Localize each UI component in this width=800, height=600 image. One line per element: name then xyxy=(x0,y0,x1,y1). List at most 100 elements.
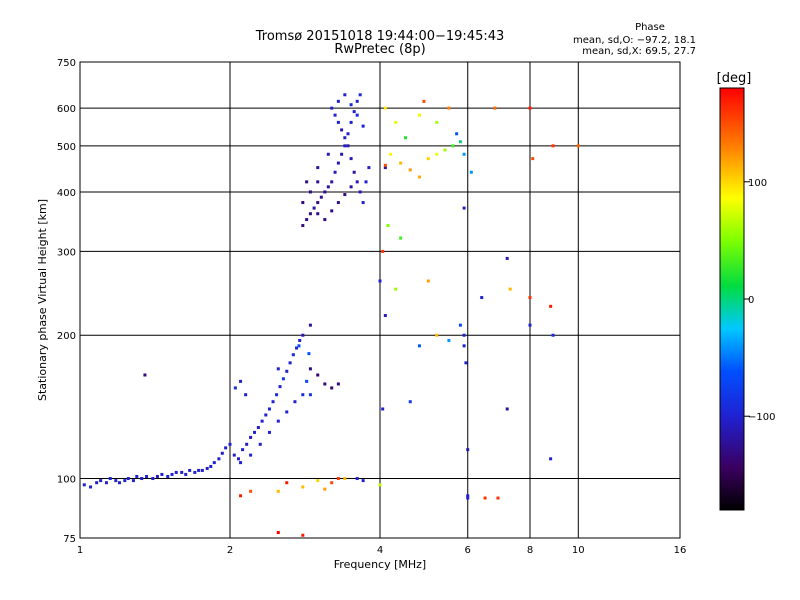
x-tick-labels: 1 2 4 6 8 10 16 xyxy=(77,545,687,556)
data-point xyxy=(123,479,127,483)
stats-line-o: mean, sd,O: −97.2, 18.1 xyxy=(573,35,696,46)
data-point xyxy=(126,477,130,481)
data-point xyxy=(349,185,353,189)
data-point xyxy=(358,190,362,194)
y-tick-labels: 75 100 200 300 400 500 600 750 xyxy=(57,58,76,545)
data-point xyxy=(383,106,387,110)
data-point xyxy=(285,369,289,373)
data-point xyxy=(422,99,426,103)
x-tick-label: 10 xyxy=(572,545,585,556)
data-point xyxy=(336,382,340,386)
data-point xyxy=(462,333,466,337)
data-point xyxy=(166,474,170,478)
data-point xyxy=(336,477,340,481)
data-point xyxy=(293,400,297,404)
data-point xyxy=(285,410,289,414)
data-point xyxy=(394,287,398,291)
data-point xyxy=(301,485,305,489)
data-point xyxy=(496,496,500,500)
data-point xyxy=(319,195,323,199)
data-point xyxy=(343,93,347,97)
data-point xyxy=(383,163,387,167)
data-point xyxy=(244,393,248,397)
data-point xyxy=(316,166,320,170)
data-point xyxy=(239,494,243,498)
data-point xyxy=(291,353,295,357)
data-point xyxy=(493,106,497,110)
data-point xyxy=(333,113,337,117)
y-tick-label: 750 xyxy=(57,58,76,69)
data-point xyxy=(308,367,312,371)
x-tick-label: 2 xyxy=(227,545,233,556)
data-point xyxy=(316,180,320,184)
stats-line-x: mean, sd,X: 69.5, 27.7 xyxy=(582,46,696,57)
data-point xyxy=(466,494,470,498)
data-point xyxy=(447,338,451,342)
data-point xyxy=(549,457,553,461)
data-point xyxy=(308,393,312,397)
stats-title: Phase xyxy=(635,22,665,33)
x-tick-label: 1 xyxy=(77,545,83,556)
colorbar-tick-label: −100 xyxy=(748,412,775,423)
data-point xyxy=(249,435,253,439)
data-points xyxy=(82,93,580,537)
data-point xyxy=(217,457,221,461)
data-point xyxy=(326,152,330,156)
data-point xyxy=(551,144,555,148)
data-point xyxy=(264,413,268,417)
data-point xyxy=(104,481,108,485)
colorbar-label: [deg] xyxy=(717,71,752,86)
data-point xyxy=(528,323,532,327)
data-point xyxy=(355,113,359,117)
plot-frame xyxy=(79,61,681,539)
data-point xyxy=(180,470,184,474)
chart-title: Tromsø 20151018 19:44:00−19:45:43 xyxy=(255,29,505,44)
data-point xyxy=(505,256,509,260)
data-point xyxy=(531,157,535,161)
data-point xyxy=(469,170,473,174)
data-point xyxy=(462,152,466,156)
data-point xyxy=(305,379,309,383)
data-point xyxy=(343,477,347,481)
data-point xyxy=(435,333,439,337)
data-point xyxy=(480,296,484,300)
data-point xyxy=(308,190,312,194)
data-point xyxy=(426,157,430,161)
data-point xyxy=(343,193,347,197)
y-tick-label: 500 xyxy=(57,142,76,153)
data-point xyxy=(394,120,398,124)
data-point xyxy=(417,175,421,179)
data-point xyxy=(426,279,430,283)
data-point xyxy=(275,393,279,397)
data-point xyxy=(305,218,309,222)
data-point xyxy=(443,148,447,152)
data-point xyxy=(281,377,285,381)
y-tick-label: 100 xyxy=(57,475,76,486)
data-point xyxy=(297,344,301,348)
data-point xyxy=(305,180,309,184)
data-point xyxy=(131,479,135,483)
x-tick-label: 16 xyxy=(674,545,687,556)
data-point xyxy=(378,483,382,487)
data-point xyxy=(99,479,103,483)
data-point xyxy=(361,201,365,205)
data-point xyxy=(576,144,580,148)
x-tick-label: 8 xyxy=(527,545,533,556)
data-point xyxy=(135,474,139,478)
data-point xyxy=(383,166,387,170)
data-point xyxy=(170,472,174,476)
y-tick-label: 200 xyxy=(57,331,76,342)
data-point xyxy=(200,468,204,472)
data-point xyxy=(399,236,403,240)
data-point xyxy=(451,144,455,148)
data-point xyxy=(276,489,280,493)
data-point xyxy=(355,180,359,184)
data-point xyxy=(466,448,470,452)
data-point xyxy=(408,400,412,404)
data-point xyxy=(108,477,112,481)
y-tick-label: 75 xyxy=(63,534,76,545)
data-point xyxy=(483,496,487,500)
data-point xyxy=(301,533,305,537)
data-point xyxy=(276,367,280,371)
